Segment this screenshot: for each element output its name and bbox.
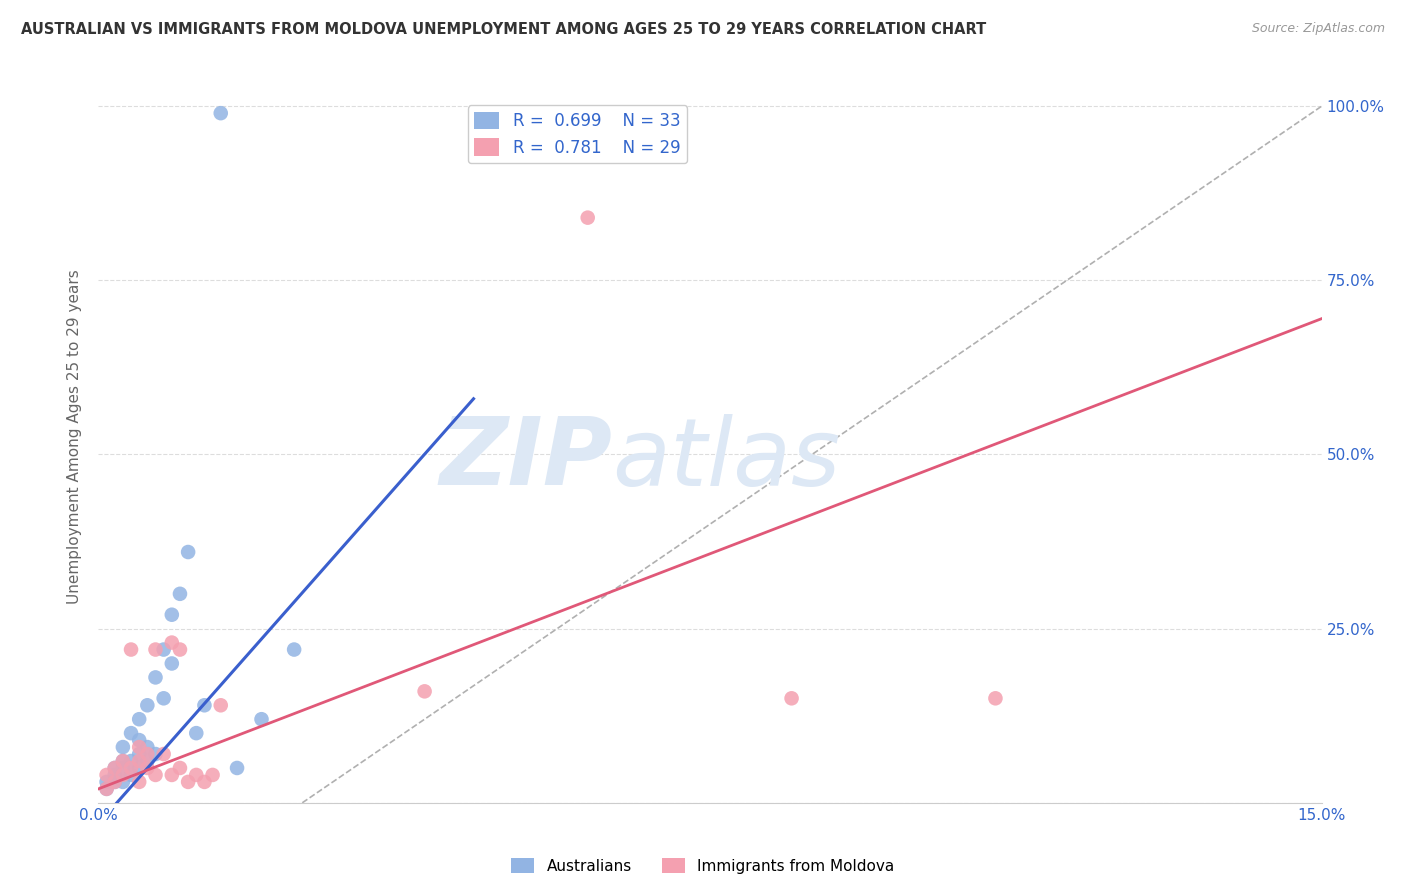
Y-axis label: Unemployment Among Ages 25 to 29 years: Unemployment Among Ages 25 to 29 years bbox=[67, 269, 83, 605]
Point bbox=[104, 768, 127, 782]
Point bbox=[120, 761, 142, 775]
Point bbox=[128, 740, 150, 755]
Point bbox=[136, 747, 159, 761]
Point bbox=[201, 768, 224, 782]
Point bbox=[120, 642, 142, 657]
Text: atlas: atlas bbox=[612, 414, 841, 505]
Point bbox=[186, 768, 208, 782]
Point bbox=[160, 635, 183, 649]
Point bbox=[120, 754, 142, 768]
Point bbox=[160, 657, 183, 671]
Legend: R =  0.699    N = 33, R =  0.781    N = 29: R = 0.699 N = 33, R = 0.781 N = 29 bbox=[468, 105, 688, 163]
Point bbox=[160, 607, 183, 622]
Point bbox=[145, 747, 167, 761]
Text: AUSTRALIAN VS IMMIGRANTS FROM MOLDOVA UNEMPLOYMENT AMONG AGES 25 TO 29 YEARS COR: AUSTRALIAN VS IMMIGRANTS FROM MOLDOVA UN… bbox=[21, 22, 987, 37]
Point bbox=[111, 761, 134, 775]
Point bbox=[136, 698, 159, 713]
Point bbox=[136, 754, 159, 768]
Point bbox=[177, 775, 200, 789]
Point bbox=[193, 698, 215, 713]
Point bbox=[169, 642, 191, 657]
Point bbox=[128, 775, 150, 789]
Point bbox=[96, 775, 118, 789]
Point bbox=[226, 761, 249, 775]
Point bbox=[128, 747, 150, 761]
Text: Source: ZipAtlas.com: Source: ZipAtlas.com bbox=[1251, 22, 1385, 36]
Point bbox=[169, 761, 191, 775]
Point bbox=[128, 754, 150, 768]
Point bbox=[152, 642, 174, 657]
Point bbox=[145, 642, 167, 657]
Point bbox=[96, 768, 118, 782]
Point bbox=[111, 740, 134, 755]
Point bbox=[128, 761, 150, 775]
Text: ZIP: ZIP bbox=[439, 413, 612, 505]
Point bbox=[128, 712, 150, 726]
Point bbox=[576, 211, 599, 225]
Point bbox=[186, 726, 208, 740]
Point bbox=[413, 684, 436, 698]
Point bbox=[104, 761, 127, 775]
Point bbox=[984, 691, 1007, 706]
Point bbox=[111, 775, 134, 789]
Point bbox=[160, 768, 183, 782]
Point bbox=[136, 761, 159, 775]
Point bbox=[111, 768, 134, 782]
Point bbox=[96, 781, 118, 796]
Point bbox=[128, 733, 150, 747]
Point bbox=[209, 106, 232, 120]
Legend: Australians, Immigrants from Moldova: Australians, Immigrants from Moldova bbox=[505, 852, 901, 880]
Point bbox=[104, 775, 127, 789]
Point bbox=[145, 768, 167, 782]
Point bbox=[193, 775, 215, 789]
Point bbox=[111, 754, 134, 768]
Point bbox=[120, 726, 142, 740]
Point bbox=[177, 545, 200, 559]
Point bbox=[283, 642, 305, 657]
Point bbox=[104, 775, 127, 789]
Point bbox=[169, 587, 191, 601]
Point bbox=[111, 754, 134, 768]
Point bbox=[780, 691, 803, 706]
Point bbox=[120, 768, 142, 782]
Point bbox=[152, 691, 174, 706]
Point bbox=[136, 740, 159, 755]
Point bbox=[145, 670, 167, 684]
Point bbox=[209, 698, 232, 713]
Point bbox=[250, 712, 273, 726]
Point bbox=[96, 781, 118, 796]
Point bbox=[104, 761, 127, 775]
Point bbox=[152, 747, 174, 761]
